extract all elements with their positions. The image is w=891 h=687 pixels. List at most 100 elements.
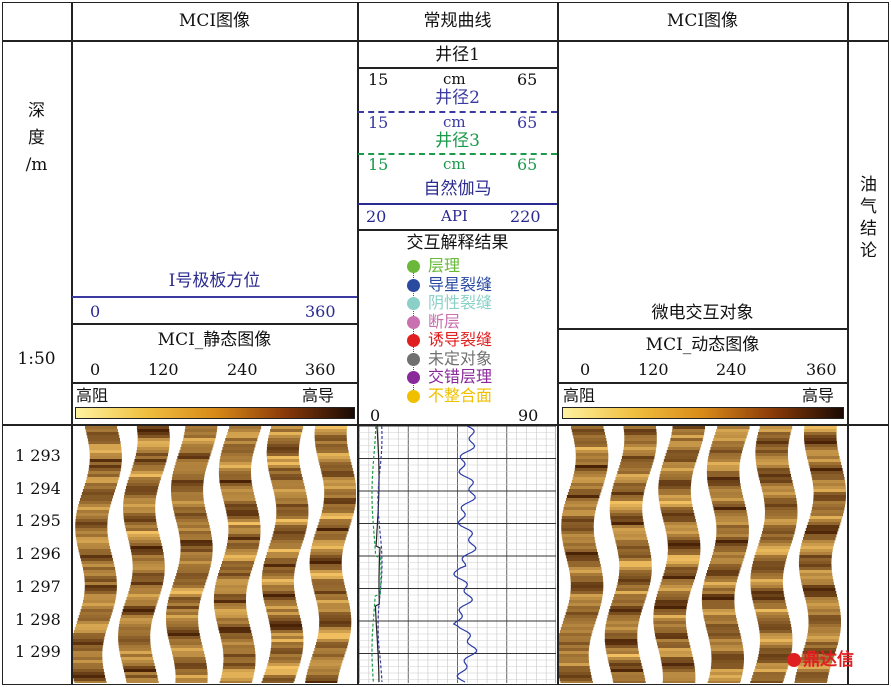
conclusion-header-4: 论: [860, 241, 877, 261]
legend-dot-3: [407, 315, 420, 329]
depth-header-3: /m: [25, 155, 48, 175]
depth-label-6: 1 299: [15, 642, 61, 662]
curve-2-max: 65: [517, 113, 538, 132]
static-image-pad-3: [213, 426, 262, 683]
curve-3-min: 15: [368, 155, 389, 174]
left-high-label: 高导: [302, 386, 335, 405]
right-tick-2: 240: [716, 360, 747, 379]
curve-2-unit: cm: [443, 113, 466, 131]
conclusion-header-1: 油: [860, 175, 877, 195]
caliper-1-curve: [374, 426, 381, 683]
static-sep-line: [72, 323, 357, 325]
curve-1-line: [358, 67, 557, 69]
dynamic-image-pad-3: [701, 426, 750, 683]
conclusion-header-2: 气: [860, 197, 877, 217]
col-sep-depth: [71, 2, 73, 685]
left-colorbar: [75, 407, 355, 419]
legend-dot-1: [407, 278, 420, 292]
curve-3-max: 65: [517, 155, 538, 174]
depth-label-4: 1 297: [15, 576, 61, 596]
interactive-title: 微电交互对象: [651, 303, 754, 323]
right-tick-3: 360: [806, 360, 837, 379]
legend-dot-5: [407, 352, 420, 366]
static-image-pad-4: [261, 426, 309, 683]
mci-dynamic-image: [559, 426, 846, 683]
legend-dot-4: [407, 334, 420, 347]
legend-label-5: 未定对象: [428, 348, 493, 368]
gamma-ray-curve: [452, 426, 478, 683]
curve-4-min: 20: [366, 207, 387, 226]
static-image-pad-2: [166, 426, 218, 683]
curve-3-line: [358, 153, 557, 155]
curve-4-max: 220: [510, 207, 541, 226]
curve-4-line: [358, 203, 557, 205]
dynamic-image-pad-0: [559, 426, 609, 683]
legend-label-0: 层理: [428, 256, 461, 275]
depth-label-2: 1 295: [15, 511, 61, 531]
interpretation-scale-min: 0: [370, 406, 381, 425]
interpretation-scale-max: 90: [518, 406, 539, 425]
curve-2-name: 井径2: [435, 88, 480, 108]
orientation-title: I号极板方位: [168, 271, 261, 291]
dynamic-title: MCI_动态图像: [645, 335, 760, 355]
depth-header-2: 度: [28, 128, 45, 148]
dynamic-image-pad-1: [604, 426, 657, 683]
depth-header-1: 深: [28, 101, 45, 121]
legend-label-6: 交错层理: [428, 367, 493, 386]
left-tick-0: 0: [90, 360, 101, 379]
left-tick-1: 120: [148, 360, 179, 379]
curve-track: [359, 426, 556, 683]
interpretation-title: 交互解释结果: [406, 233, 509, 253]
left-tick-3: 360: [305, 360, 336, 379]
legend-label-1: 导星裂缝: [428, 274, 493, 294]
right-tick-1: 120: [638, 360, 669, 379]
right-tick-0: 0: [580, 360, 591, 379]
depth-label-5: 1 298: [15, 609, 61, 629]
curve-1-max: 65: [517, 70, 538, 89]
body-separator: [2, 424, 889, 426]
right-low-label: 高阻: [563, 386, 596, 405]
left-colorbar-line: [72, 382, 357, 384]
dynamic-sep-line: [558, 328, 847, 330]
curve-grid: [359, 426, 556, 683]
static-title: MCI_静态图像: [157, 330, 272, 350]
curve-3-unit: cm: [443, 155, 466, 173]
conventional-title: 常规曲线: [423, 11, 492, 31]
curves-section-line: [358, 229, 557, 231]
curve-1-unit: cm: [443, 70, 466, 88]
curve-1-min: 15: [368, 70, 389, 89]
static-image-pad-5: [305, 426, 356, 683]
depth-labels: 1 293 1 294 1 295 1 296 1 297 1 298 1 299: [0, 0, 71, 687]
depth-label-3: 1 296: [15, 544, 61, 564]
static-image-pad-0: [73, 426, 122, 683]
mci-static-image: [73, 426, 356, 683]
legend-label-3: 断层: [428, 311, 461, 331]
left-low-label: 高阻: [76, 386, 109, 405]
mci-right-title: MCI图像: [666, 11, 739, 31]
dynamic-image-pad-4: [750, 426, 798, 683]
legend-label-2: 阴性裂缝: [428, 293, 493, 312]
legend-connector: [413, 266, 414, 396]
legend-dot-0: [407, 260, 420, 273]
col-sep-mci-left: [357, 2, 359, 685]
curve-3-name: 井径3: [435, 131, 480, 151]
curve-4-name: 自然伽马: [423, 179, 492, 199]
header-row-line: [2, 40, 889, 42]
static-image-pad-1: [118, 426, 170, 683]
scale-label: 1:50: [17, 349, 56, 369]
orientation-min: 0: [90, 302, 101, 321]
conclusion-header-3: 结: [860, 219, 877, 239]
curve-4-unit: API: [441, 207, 468, 225]
caliper-2-curve: [377, 426, 383, 683]
curve-1-name: 井径1: [435, 45, 480, 65]
legend-label-4: 诱导裂缝: [428, 330, 493, 349]
dynamic-image-pad-2: [653, 426, 705, 683]
legend-dot-7: [407, 389, 420, 403]
curve-2-line: [358, 111, 557, 113]
watermark-text: 鼎达信: [803, 650, 854, 670]
orientation-max: 360: [305, 302, 336, 321]
watermark-logo: [787, 653, 801, 667]
legend-label-7: 不整合面: [428, 385, 493, 405]
